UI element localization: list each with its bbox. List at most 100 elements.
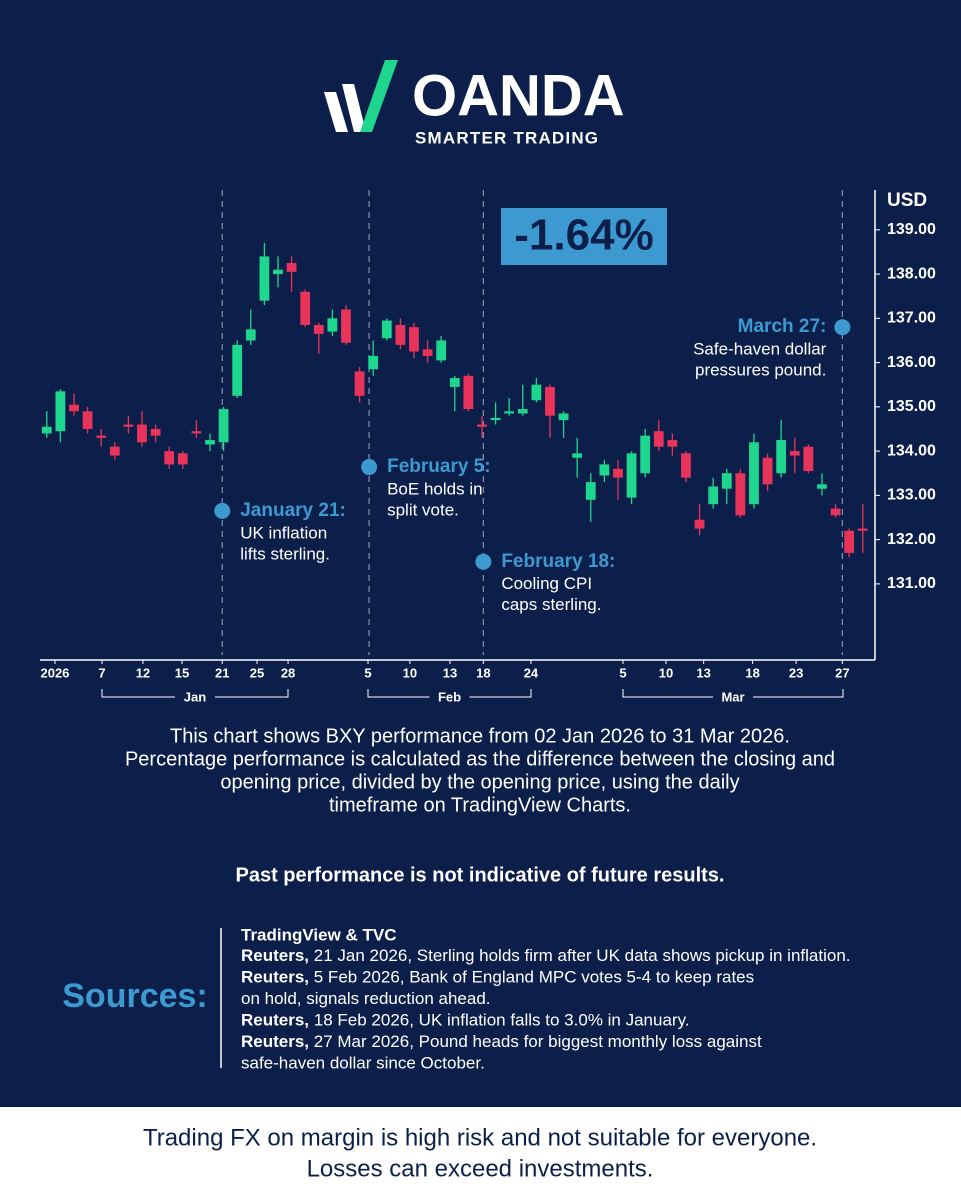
candle-body [490,417,501,421]
source-line: Reuters, 5 Feb 2026, Bank of England MPC… [241,968,754,987]
candle-body [613,468,623,478]
candle-body [409,327,419,352]
candle-body [41,426,52,434]
x-tick-label: 18 [476,665,490,680]
candle-body [504,411,515,414]
source-name: Reuters, [241,1011,309,1030]
candle-body [109,446,120,456]
y-tick-label: 132.00 [887,531,936,548]
candle-body [708,486,719,505]
candle-body [286,263,297,272]
y-tick-label: 139.00 [887,221,936,238]
candle-body [273,269,283,275]
y-axis-label: USD [887,190,927,211]
candle-body [259,256,270,301]
source-line: on hold, signals reduction ahead. [241,989,491,1008]
source-text: safe-haven dollar since October. [241,1054,485,1073]
candle-body [844,530,855,553]
logo-stroke [324,92,348,132]
candle-body [776,440,787,474]
candle-body [599,464,610,476]
description-line: Percentage performance is calculated as … [125,748,835,770]
candle-body [422,349,433,356]
candle-body [82,411,93,429]
candle-body [436,340,447,361]
event-dot [361,459,378,476]
candle-body [137,424,147,443]
candle-body [681,453,691,478]
candle-body [123,424,134,427]
candle-body [762,457,773,485]
candle-body [721,473,732,489]
footer-line: Losses can exceed investments. [307,1155,654,1182]
source-text: on hold, signals reduction ahead. [241,989,491,1008]
month-bracket [367,689,532,698]
source-text: 18 Feb 2026, UK inflation falls to 3.0% … [309,1011,690,1030]
month-bracket [101,689,289,698]
event-text: Cooling CPI [501,574,592,593]
month-bracket [622,689,844,698]
source-text: 27 Mar 2026, Pound heads for biggest mon… [309,1032,762,1051]
y-tick-label: 134.00 [887,442,936,459]
x-tick-label: 2026 [40,665,69,680]
event-text: split vote. [387,501,459,520]
source-name: Reuters, [241,946,309,965]
candle-body [558,413,569,421]
candle-body [150,428,161,436]
x-tick-label: 13 [443,665,457,680]
x-tick-label: 10 [659,665,673,680]
performance-badge [501,208,667,265]
candle-body [96,435,107,438]
source-name: Reuters, [241,968,309,987]
x-tick-label: 28 [281,665,295,680]
candle-body [449,378,460,387]
candle-body [857,528,868,531]
logo-stroke [360,60,398,132]
x-tick-label: 23 [789,665,803,680]
x-tick-label: 27 [835,665,849,680]
candle-body [191,431,202,434]
event-text: BoE holds in [387,480,482,499]
x-tick-label: 24 [524,665,539,680]
event-text: Safe-haven dollar [693,340,827,359]
candle-body [477,424,487,427]
y-tick-label: 131.00 [887,575,936,592]
brand-name: OANDA [412,63,625,128]
event-title: February 18: [501,551,615,572]
candle-body [177,453,188,465]
x-tick-label: 25 [250,665,264,680]
candle-body [735,473,746,516]
description-line: This chart shows BXY performance from 02… [170,725,790,747]
x-tick-label: 5 [364,665,371,680]
candle-body [817,484,827,489]
candle-body [300,291,311,325]
candle-body [585,482,596,500]
candle-body [789,451,800,456]
candle-body [749,442,759,505]
source-name: Reuters, [241,1032,309,1051]
source-line: Reuters, 27 Mar 2026, Pound heads for bi… [241,1032,762,1051]
x-tick-label: 21 [215,665,229,680]
candle-body [245,329,256,341]
source-text: 5 Feb 2026, Bank of England MPC votes 5-… [309,968,754,987]
x-tick-label: 13 [696,665,710,680]
event-title: January 21: [240,500,346,521]
event-text: caps sterling. [501,595,601,614]
candle-body [667,440,678,447]
candle-body [341,309,351,343]
source-line: Reuters, 18 Feb 2026, UK inflation falls… [241,1011,690,1030]
source-text: 21 Jan 2026, Sterling holds firm after U… [309,946,850,965]
x-tick-label: 5 [619,665,626,680]
event-dot [834,319,851,336]
candle-body [69,404,79,412]
candle-body [55,391,66,432]
x-tick-label: 15 [175,665,189,680]
description-line: timeframe on TradingView Charts. [329,794,631,816]
candle-body [626,453,637,498]
y-tick-label: 133.00 [887,487,936,504]
performance-label: -1.64% [514,211,653,260]
month-label: Mar [721,689,744,704]
